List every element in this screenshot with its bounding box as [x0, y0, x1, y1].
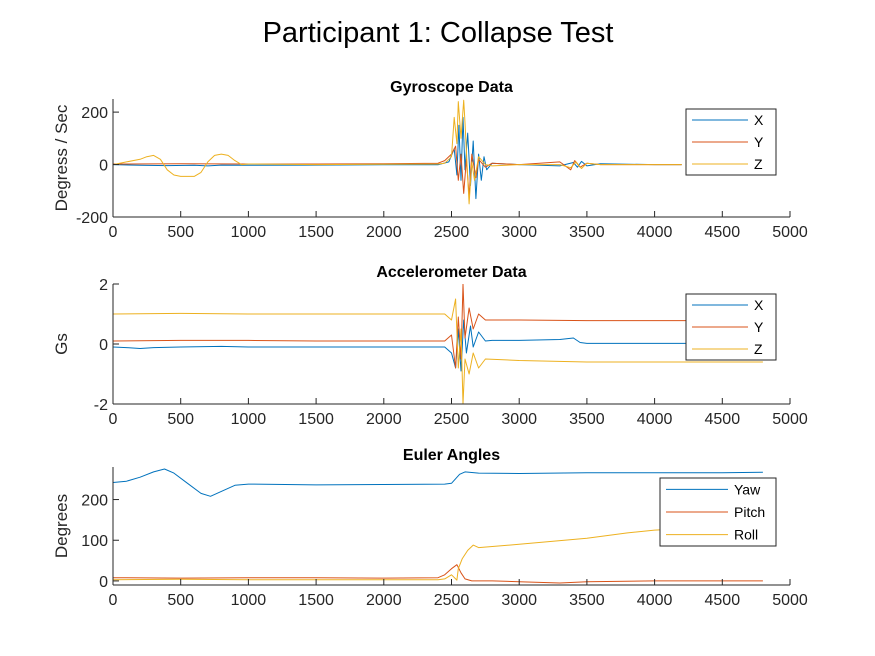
figure-title: Participant 1: Collapse Test — [263, 17, 614, 49]
y-tick-label: 0 — [99, 337, 108, 354]
legend-label-pitch: Pitch — [734, 504, 765, 520]
legend-label-roll: Roll — [734, 527, 758, 543]
x-tick-label: 2500 — [434, 224, 470, 241]
x-tick-label: 0 — [109, 592, 118, 609]
legend: XYZ — [685, 293, 777, 361]
y-tick-label: 100 — [81, 533, 108, 550]
x-tick-label: 4500 — [705, 411, 741, 428]
x-tick-label: 1000 — [231, 411, 267, 428]
series-line-y — [113, 145, 682, 197]
x-tick-label: 4000 — [637, 224, 673, 241]
y-tick-label: 2 — [99, 277, 108, 294]
y-tick-label: -200 — [76, 210, 108, 227]
x-tick-label: 1500 — [298, 411, 334, 428]
x-tick-label: 4500 — [705, 224, 741, 241]
subplot-2: Accelerometer Data 0 500 1000 1500 2000 2500 30… — [52, 264, 808, 428]
x-tick-label: 1000 — [231, 592, 267, 609]
x-tick-label: 3000 — [501, 411, 537, 428]
x-tick-label: 2000 — [366, 224, 402, 241]
series-line-yaw — [113, 468, 763, 497]
x-tick-label: 1500 — [298, 592, 334, 609]
x-tick-label: 500 — [167, 592, 194, 609]
series-line-y — [113, 284, 763, 369]
x-tick-label: 4500 — [705, 592, 741, 609]
x-tick-label: 2000 — [366, 411, 402, 428]
y-tick-label: 200 — [81, 105, 108, 122]
legend-label-x: X — [754, 297, 764, 313]
legend: XYZ — [685, 108, 777, 176]
x-tick-label: 4000 — [637, 592, 673, 609]
series-line-x — [113, 116, 682, 200]
series-line-roll — [113, 527, 763, 581]
x-tick-label: 1500 — [298, 224, 334, 241]
x-tick-label: 4000 — [637, 411, 673, 428]
x-tick-label: 5000 — [772, 411, 808, 428]
x-tick-label: 3000 — [501, 224, 537, 241]
y-tick-label: 0 — [99, 158, 108, 175]
x-tick-label: 2500 — [434, 411, 470, 428]
x-tick-label: 5000 — [772, 224, 808, 241]
x-tick-label: 1000 — [231, 224, 267, 241]
series-line-x — [113, 319, 763, 372]
x-tick-label: 2000 — [366, 592, 402, 609]
legend: Yaw Pitch Roll — [659, 477, 777, 547]
series-line-z — [113, 99, 682, 205]
x-tick-label: 0 — [109, 411, 118, 428]
subplot-title: Gyroscope Data — [390, 79, 513, 96]
x-tick-label: 5000 — [772, 592, 808, 609]
subplot-title: Euler Angles — [403, 447, 500, 464]
legend-label-z: Z — [754, 156, 763, 172]
y-tick-label: 200 — [81, 493, 108, 510]
x-tick-label: 2500 — [434, 592, 470, 609]
x-tick-label: 0 — [109, 224, 118, 241]
subplot-title: Accelerometer Data — [376, 264, 526, 281]
series-line-z — [113, 298, 763, 404]
legend-label-x: X — [754, 112, 764, 128]
legend-label-z: Z — [754, 341, 763, 357]
y-tick-label: -2 — [94, 397, 108, 414]
y-tick-label: 0 — [99, 574, 108, 591]
legend-label-y: Y — [754, 319, 764, 335]
legend-label-y: Y — [754, 134, 764, 150]
x-tick-label: 500 — [167, 224, 194, 241]
x-tick-label: 3500 — [569, 592, 605, 609]
y-axis-label: Degress / Sec — [52, 104, 71, 211]
x-tick-label: 3000 — [501, 592, 537, 609]
y-axis-label: Degrees — [52, 494, 71, 558]
series-line-pitch — [113, 564, 763, 584]
x-tick-label: 3500 — [569, 224, 605, 241]
x-tick-label: 500 — [167, 411, 194, 428]
y-axis-label: Gs — [52, 333, 71, 355]
x-tick-label: 3500 — [569, 411, 605, 428]
legend-label-yaw: Yaw — [734, 481, 761, 497]
